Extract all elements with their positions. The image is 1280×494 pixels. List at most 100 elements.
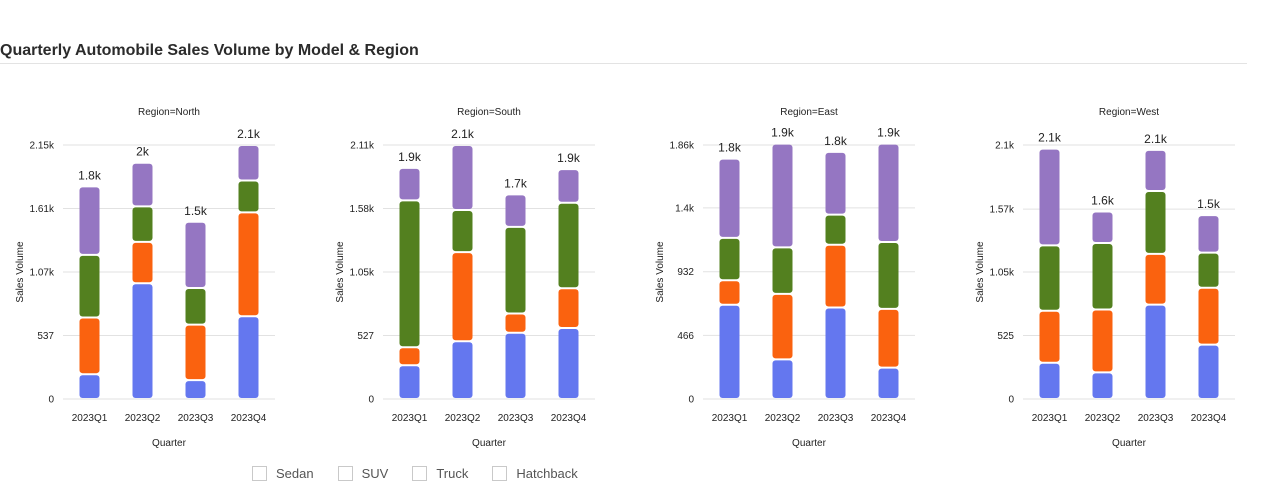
bar-segment-south-hatchback-2023q3 [505,195,526,226]
legend-checkbox-hatchback[interactable] [492,466,508,481]
x-tick-label-east-1: 2023Q2 [765,413,801,424]
total-label-south-1: 2.1k [451,127,475,141]
page-title: Quarterly Automobile Sales Volume by Mod… [0,42,419,59]
bar-segment-south-truck-2023q1 [399,201,420,347]
legend-item-truck[interactable]: Truck [412,466,468,481]
bar-segment-south-truck-2023q4 [558,203,579,288]
bar-segment-east-suv-2023q1 [719,281,740,304]
x-tick-label-south-2: 2023Q3 [498,413,534,424]
bar-segment-north-truck-2023q4 [238,181,259,212]
y-tick-label-east-1: 466 [677,331,694,342]
bar-segment-west-truck-2023q3 [1145,191,1166,253]
bar-segment-east-suv-2023q4 [878,309,899,367]
bar-segment-west-sedan-2023q1 [1039,363,1060,398]
total-label-west-0: 2.1k [1038,131,1062,145]
bar-segment-north-suv-2023q2 [132,242,153,283]
x-tick-label-east-2: 2023Q3 [818,413,854,424]
bar-segment-south-sedan-2023q3 [505,333,526,398]
bar-segment-north-hatchback-2023q4 [238,146,259,180]
bar-segment-north-suv-2023q1 [79,318,100,374]
bar-segment-north-truck-2023q3 [185,288,206,324]
y-axis-title-west: Sales Volume [975,241,986,303]
legend-item-hatchback[interactable]: Hatchback [492,466,578,481]
y-tick-label-north-3: 1.61k [30,204,55,215]
bar-segment-south-truck-2023q2 [452,211,473,252]
y-tick-label-north-4: 2.15k [30,141,55,152]
total-label-north-2: 1.5k [184,204,208,218]
bar-segment-south-hatchback-2023q1 [399,168,420,200]
x-axis-title-south: Quarter [472,438,507,449]
bar-segment-north-hatchback-2023q3 [185,222,206,287]
x-tick-label-north-2: 2023Q3 [178,413,214,424]
bar-segment-west-suv-2023q2 [1092,310,1113,372]
x-tick-label-north-0: 2023Q1 [72,413,108,424]
bar-segment-north-truck-2023q1 [79,255,100,317]
x-tick-label-west-0: 2023Q1 [1032,413,1068,424]
legend-checkbox-sedan[interactable] [252,466,267,481]
bar-segment-west-sedan-2023q4 [1198,345,1219,398]
y-tick-label-east-0: 0 [688,395,694,406]
y-tick-label-west-4: 2.1k [995,141,1015,152]
bar-segment-east-hatchback-2023q1 [719,159,740,237]
total-label-east-2: 1.8k [824,134,848,148]
legend-item-sedan[interactable]: Sedan [252,466,314,481]
bar-segment-west-truck-2023q4 [1198,253,1219,287]
bar-segment-east-truck-2023q3 [825,215,846,244]
x-axis-title-north: Quarter [152,438,187,449]
bar-segment-north-hatchback-2023q1 [79,187,100,254]
x-tick-label-west-3: 2023Q4 [1191,413,1227,424]
total-label-north-0: 1.8k [78,168,102,182]
bar-segment-west-suv-2023q1 [1039,311,1060,362]
bar-segment-west-suv-2023q3 [1145,254,1166,304]
bar-segment-west-hatchback-2023q2 [1092,212,1113,242]
bar-segment-west-hatchback-2023q1 [1039,149,1060,245]
bar-segment-south-hatchback-2023q4 [558,170,579,202]
bar-segment-west-sedan-2023q3 [1145,305,1166,398]
total-label-east-3: 1.9k [877,126,901,140]
y-tick-label-north-1: 537 [37,331,54,342]
bar-segment-west-truck-2023q2 [1092,243,1113,309]
legend: Sedan SUV Truck Hatchback [252,466,602,481]
y-tick-label-north-0: 0 [48,395,54,406]
bar-segment-north-sedan-2023q2 [132,284,153,398]
y-tick-label-west-1: 525 [997,331,1014,342]
legend-checkbox-truck[interactable] [412,466,428,481]
legend-label-truck: Truck [436,466,469,481]
bar-segment-east-sedan-2023q1 [719,305,740,398]
bar-segment-east-hatchback-2023q2 [772,144,793,247]
bar-segment-north-suv-2023q3 [185,325,206,380]
y-tick-label-south-1: 527 [357,331,374,342]
bar-segment-south-suv-2023q4 [558,289,579,327]
bar-segment-west-truck-2023q1 [1039,246,1060,310]
title-divider [0,63,1247,64]
x-tick-label-south-0: 2023Q1 [392,413,428,424]
bar-segment-north-truck-2023q2 [132,207,153,241]
total-label-south-2: 1.7k [504,176,528,190]
legend-checkbox-suv[interactable] [337,466,353,481]
y-tick-label-east-3: 1.4k [675,203,695,214]
legend-label-sedan: Sedan [276,466,314,481]
bar-segment-west-sedan-2023q2 [1092,373,1113,398]
bar-segment-north-sedan-2023q3 [185,381,206,398]
legend-label-suv: SUV [361,466,389,481]
x-tick-label-south-1: 2023Q2 [445,413,481,424]
bar-segment-east-suv-2023q2 [772,294,793,359]
total-label-east-0: 1.8k [718,141,742,155]
total-label-west-1: 1.6k [1091,194,1115,208]
y-tick-label-west-2: 1.05k [990,268,1015,279]
total-label-west-3: 1.5k [1197,197,1221,211]
y-tick-label-south-3: 1.58k [350,204,375,215]
legend-item-suv[interactable]: SUV [337,466,389,481]
x-tick-label-north-3: 2023Q4 [231,413,267,424]
facet-title-north: Region=North [138,107,200,118]
x-tick-label-east-3: 2023Q4 [871,413,907,424]
bar-segment-south-sedan-2023q4 [558,328,579,398]
bar-segment-east-hatchback-2023q4 [878,144,899,241]
bar-segment-south-sedan-2023q1 [399,366,420,398]
bar-segment-west-hatchback-2023q4 [1198,216,1219,252]
y-tick-label-north-2: 1.07k [30,268,55,279]
facet-title-west: Region=West [1099,107,1159,118]
bar-segment-south-suv-2023q3 [505,314,526,332]
y-tick-label-east-4: 1.86k [670,141,695,152]
total-label-north-1: 2k [136,145,150,159]
